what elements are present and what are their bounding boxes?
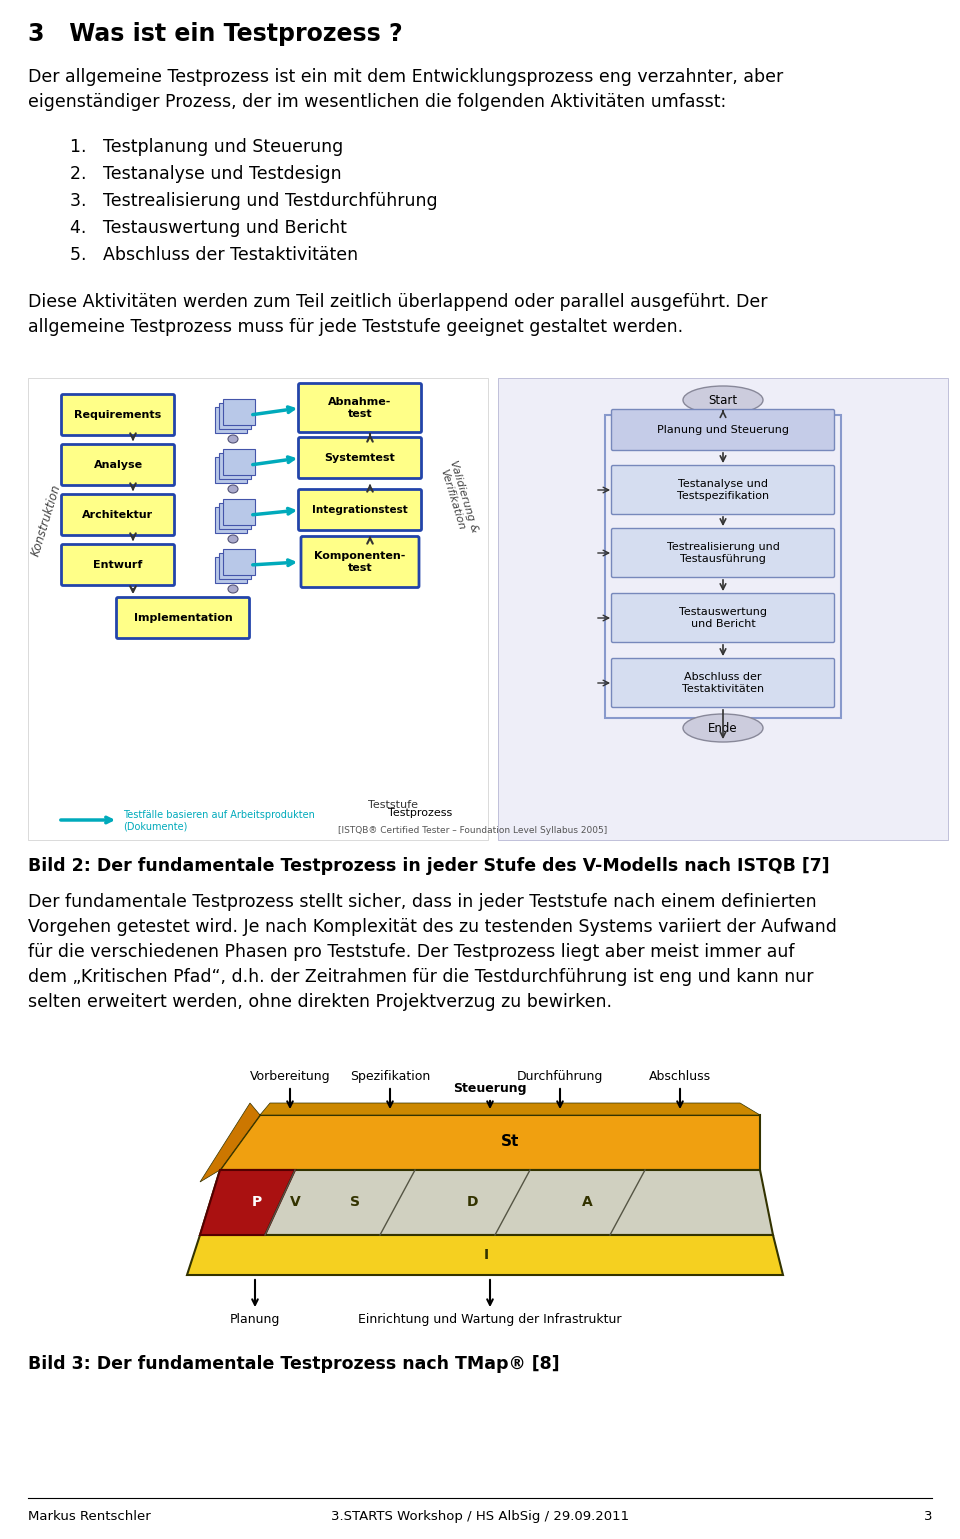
Bar	[215, 406, 247, 432]
Polygon shape	[200, 1103, 260, 1182]
Text: Markus Rentschler: Markus Rentschler	[28, 1510, 151, 1524]
Bar	[215, 457, 247, 483]
Text: D: D	[467, 1194, 478, 1210]
Text: selten erweitert werden, ohne direkten Projektverzug zu bewirken.: selten erweitert werden, ohne direkten P…	[28, 993, 612, 1011]
Text: Bild 2: Der fundamentale Testprozess in jeder Stufe des V-Modells nach ISTQB [7]: Bild 2: Der fundamentale Testprozess in …	[28, 857, 829, 876]
Text: Durchführung: Durchführung	[516, 1070, 603, 1083]
Text: Start: Start	[708, 394, 737, 406]
Bar	[219, 403, 251, 429]
Polygon shape	[200, 1170, 773, 1234]
Text: Entwurf: Entwurf	[93, 560, 143, 569]
Bar	[28, 379, 488, 840]
Text: Ende: Ende	[708, 722, 738, 734]
Text: 5.   Abschluss der Testaktivitäten: 5. Abschluss der Testaktivitäten	[70, 246, 358, 265]
Text: St: St	[501, 1134, 519, 1150]
Text: Vorgehen getestet wird. Je nach Komplexität des zu testenden Systems variiert de: Vorgehen getestet wird. Je nach Komplexi…	[28, 917, 837, 936]
Text: V: V	[290, 1194, 300, 1210]
Text: 2.   Testanalyse und Testdesign: 2. Testanalyse und Testdesign	[70, 165, 342, 183]
Text: Testfälle basieren auf Arbeitsprodukten
(Dokumente): Testfälle basieren auf Arbeitsprodukten …	[123, 810, 315, 831]
Bar	[215, 506, 247, 532]
FancyBboxPatch shape	[61, 394, 175, 436]
Text: 4.   Testauswertung und Bericht: 4. Testauswertung und Bericht	[70, 219, 347, 237]
Text: P: P	[252, 1194, 262, 1210]
Bar	[219, 503, 251, 529]
Ellipse shape	[228, 436, 238, 443]
FancyBboxPatch shape	[299, 383, 421, 432]
Text: Analyse: Analyse	[93, 460, 143, 469]
FancyBboxPatch shape	[301, 537, 419, 588]
Polygon shape	[187, 1234, 783, 1274]
Bar	[498, 379, 948, 840]
FancyBboxPatch shape	[299, 489, 421, 531]
Text: Abschluss: Abschluss	[649, 1070, 711, 1083]
Text: eigenständiger Prozess, der im wesentlichen die folgenden Aktivitäten umfasst:: eigenständiger Prozess, der im wesentlic…	[28, 92, 727, 111]
Text: Der allgemeine Testprozess ist ein mit dem Entwicklungsprozess eng verzahnter, a: Der allgemeine Testprozess ist ein mit d…	[28, 68, 783, 86]
Text: Bild 3: Der fundamentale Testprozess nach TMap® [8]: Bild 3: Der fundamentale Testprozess nac…	[28, 1354, 560, 1373]
Text: I: I	[484, 1248, 489, 1262]
FancyBboxPatch shape	[612, 594, 834, 642]
Text: Konstruktion: Konstruktion	[29, 482, 63, 557]
Ellipse shape	[228, 585, 238, 593]
Text: A: A	[582, 1194, 592, 1210]
FancyBboxPatch shape	[61, 545, 175, 585]
Text: Testprozess: Testprozess	[388, 808, 452, 819]
Polygon shape	[200, 1170, 295, 1234]
Text: Planung: Planung	[229, 1313, 280, 1327]
Ellipse shape	[228, 536, 238, 543]
Polygon shape	[220, 1114, 760, 1170]
Text: Validierung &
Verifikation: Validierung & Verifikation	[437, 459, 479, 537]
Text: Implementation: Implementation	[133, 613, 232, 623]
Bar	[605, 416, 841, 719]
Text: für die verschiedenen Phasen pro Teststufe. Der Testprozess liegt aber meist imm: für die verschiedenen Phasen pro Teststu…	[28, 943, 795, 960]
Text: Integrationstest: Integrationstest	[312, 505, 408, 516]
FancyBboxPatch shape	[612, 528, 834, 577]
Text: Systemtest: Systemtest	[324, 452, 396, 463]
Bar	[219, 452, 251, 479]
Text: 3: 3	[924, 1510, 932, 1524]
FancyBboxPatch shape	[612, 465, 834, 514]
Text: Abnahme-
test: Abnahme- test	[328, 397, 392, 419]
Text: 3   Was ist ein Testprozess ?: 3 Was ist ein Testprozess ?	[28, 22, 402, 46]
Bar	[215, 557, 247, 583]
Text: Komponenten-
test: Komponenten- test	[314, 551, 406, 573]
Text: dem „Kritischen Pfad“, d.h. der Zeitrahmen für die Testdurchführung ist eng und : dem „Kritischen Pfad“, d.h. der Zeitrahm…	[28, 968, 813, 986]
FancyBboxPatch shape	[61, 445, 175, 485]
Bar	[223, 399, 255, 425]
Text: Testauswertung
und Bericht: Testauswertung und Bericht	[679, 608, 767, 629]
FancyBboxPatch shape	[116, 597, 250, 639]
Text: [ISTQB® Certified Tester – Foundation Level Syllabus 2005]: [ISTQB® Certified Tester – Foundation Le…	[338, 826, 608, 836]
Text: Planung und Steuerung: Planung und Steuerung	[657, 425, 789, 436]
Text: allgemeine Testprozess muss für jede Teststufe geeignet gestaltet werden.: allgemeine Testprozess muss für jede Tes…	[28, 319, 684, 336]
Text: S: S	[350, 1194, 360, 1210]
Bar	[223, 499, 255, 525]
Ellipse shape	[683, 386, 763, 414]
FancyBboxPatch shape	[61, 494, 175, 536]
Text: Der fundamentale Testprozess stellt sicher, dass in jeder Teststufe nach einem d: Der fundamentale Testprozess stellt sich…	[28, 893, 817, 911]
Text: Testanalyse und
Testspezifikation: Testanalyse und Testspezifikation	[677, 479, 769, 500]
Text: Steuerung: Steuerung	[453, 1082, 527, 1096]
Text: Testrealisierung und
Testausführung: Testrealisierung und Testausführung	[666, 542, 780, 563]
FancyBboxPatch shape	[612, 409, 834, 451]
Text: Architektur: Architektur	[83, 509, 154, 520]
FancyBboxPatch shape	[612, 659, 834, 708]
Text: Spezifikation: Spezifikation	[349, 1070, 430, 1083]
Polygon shape	[260, 1103, 760, 1114]
Bar	[223, 549, 255, 576]
Ellipse shape	[683, 714, 763, 742]
Text: 3.STARTS Workshop / HS AlbSig / 29.09.2011: 3.STARTS Workshop / HS AlbSig / 29.09.20…	[331, 1510, 629, 1524]
Text: Teststufe: Teststufe	[368, 800, 418, 810]
Ellipse shape	[228, 485, 238, 492]
Text: Abschluss der
Testaktivitäten: Abschluss der Testaktivitäten	[682, 673, 764, 694]
Text: Diese Aktivitäten werden zum Teil zeitlich überlappend oder parallel ausgeführt.: Diese Aktivitäten werden zum Teil zeitli…	[28, 292, 767, 311]
Text: Requirements: Requirements	[74, 409, 161, 420]
FancyBboxPatch shape	[299, 437, 421, 479]
Bar	[223, 449, 255, 476]
Text: Einrichtung und Wartung der Infrastruktur: Einrichtung und Wartung der Infrastruktu…	[358, 1313, 622, 1327]
Text: 1.   Testplanung und Steuerung: 1. Testplanung und Steuerung	[70, 139, 344, 155]
Bar	[219, 553, 251, 579]
Text: Vorbereitung: Vorbereitung	[250, 1070, 330, 1083]
Text: 3.   Testrealisierung und Testdurchführung: 3. Testrealisierung und Testdurchführung	[70, 192, 438, 209]
